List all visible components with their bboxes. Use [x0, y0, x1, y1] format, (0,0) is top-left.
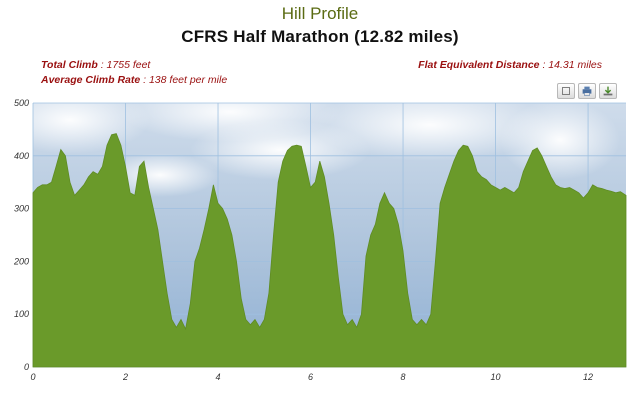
x-tick-label: 4: [216, 372, 221, 382]
flat-equiv-stat: Flat Equivalent Distance : 14.31 miles: [418, 59, 602, 71]
avg-climb-rate-stat: Average Climb Rate : 138 feet per mile: [41, 74, 228, 86]
x-tick-label: 10: [491, 372, 501, 382]
page-title: Hill Profile: [281, 4, 359, 23]
chart-toolbar: [557, 83, 617, 99]
print-button[interactable]: [578, 83, 596, 99]
elevation-area: [32, 133, 627, 368]
print-icon: [582, 86, 592, 96]
y-axis-ticks: 0 100 200 300 400 500: [13, 98, 29, 372]
avg-climb-rate-value: 138 feet per mile: [148, 74, 228, 86]
flat-equiv-label: Flat Equivalent Distance: [418, 59, 540, 71]
total-climb-value: 1755 feet: [106, 59, 151, 71]
y-tick-label: 500: [14, 98, 29, 108]
x-tick-label: 2: [122, 372, 128, 382]
download-button[interactable]: [599, 83, 617, 99]
y-tick-label: 100: [14, 309, 29, 319]
y-tick-label: 400: [14, 151, 29, 161]
y-tick-label: 0: [24, 362, 29, 372]
y-tick-label: 300: [14, 204, 29, 214]
x-tick-label: 12: [583, 372, 593, 382]
x-tick-label: 8: [401, 372, 406, 382]
avg-climb-rate-label: Average Climb Rate: [41, 74, 141, 86]
fullscreen-button[interactable]: [557, 83, 575, 99]
total-climb-label: Total Climb: [41, 59, 98, 71]
download-icon: [603, 86, 613, 96]
flat-equiv-value: 14.31 miles: [548, 59, 602, 71]
x-axis-ticks: 0 2 4 6 8 10 12: [30, 372, 593, 382]
y-tick-label: 200: [13, 256, 29, 266]
chart-title: CFRS Half Marathon (12.82 miles): [181, 27, 459, 46]
x-tick-label: 6: [308, 372, 313, 382]
x-tick-label: 0: [30, 372, 35, 382]
fullscreen-icon: [562, 87, 570, 95]
total-climb-stat: Total Climb : 1755 feet: [41, 59, 151, 71]
